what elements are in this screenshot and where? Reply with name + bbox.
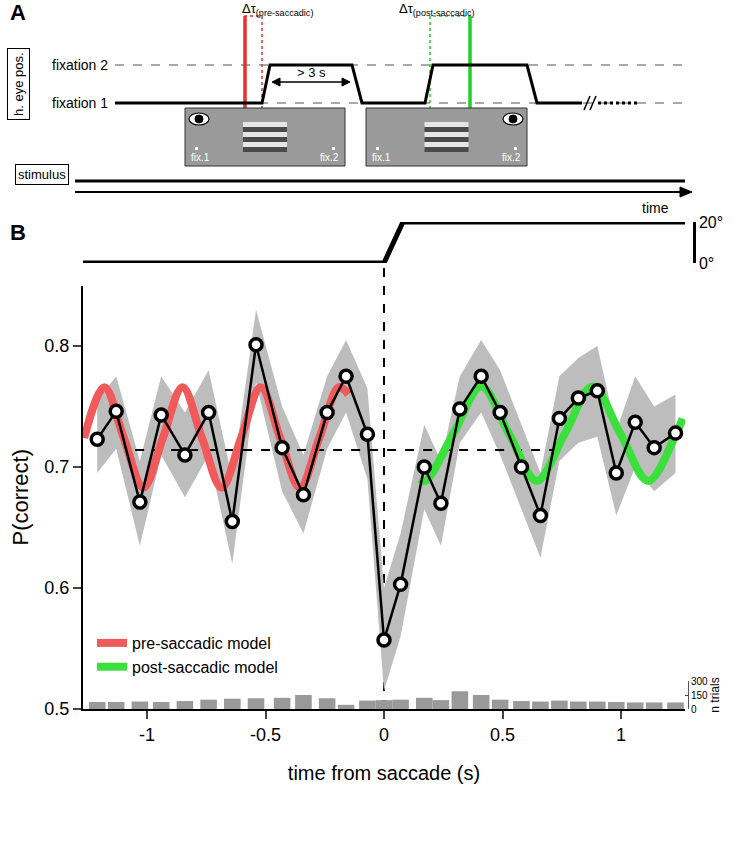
svg-text:fix.2: fix.2: [502, 152, 521, 163]
svg-text:0°: 0°: [699, 255, 714, 272]
svg-text:1: 1: [616, 725, 626, 745]
svg-text:A: A: [10, 0, 26, 25]
svg-text:0.6: 0.6: [44, 578, 69, 598]
svg-text:fix.1: fix.1: [191, 152, 210, 163]
svg-text:time: time: [642, 200, 669, 216]
svg-text:> 3 s: > 3 s: [297, 65, 326, 80]
svg-text:Δτ​(pre-saccadic)​: Δτ​(pre-saccadic)​: [242, 1, 313, 18]
svg-text:fix.2: fix.2: [320, 152, 339, 163]
svg-text:300: 300: [691, 676, 708, 687]
svg-text:0.5: 0.5: [44, 699, 69, 719]
svg-text:post-saccadic model: post-saccadic model: [132, 659, 278, 676]
svg-text:P(correct): P(correct): [8, 449, 33, 546]
svg-text:n trials: n trials: [708, 677, 722, 712]
svg-text:150: 150: [691, 690, 708, 701]
svg-text:0: 0: [379, 725, 389, 745]
svg-text:fixation 2: fixation 2: [52, 57, 108, 73]
svg-text:fix.1: fix.1: [372, 152, 391, 163]
svg-text:stimulus: stimulus: [18, 167, 66, 182]
svg-text:Δτ​(post-saccadic)​: Δτ​(post-saccadic)​: [399, 1, 474, 18]
svg-text:-1: -1: [139, 725, 155, 745]
svg-text:20°: 20°: [699, 214, 723, 231]
svg-text:pre-saccadic model: pre-saccadic model: [132, 635, 271, 652]
svg-text:0.5: 0.5: [490, 725, 515, 745]
svg-text:-0.5: -0.5: [250, 725, 281, 745]
svg-text:time from saccade (s): time from saccade (s): [288, 762, 480, 784]
svg-text:B: B: [10, 220, 26, 245]
svg-text:0.7: 0.7: [44, 457, 69, 477]
svg-text:0: 0: [691, 704, 697, 715]
svg-text:0.8: 0.8: [44, 336, 69, 356]
svg-text:fixation 1: fixation 1: [52, 95, 108, 111]
svg-text:h. eye pos.: h. eye pos.: [11, 52, 26, 116]
